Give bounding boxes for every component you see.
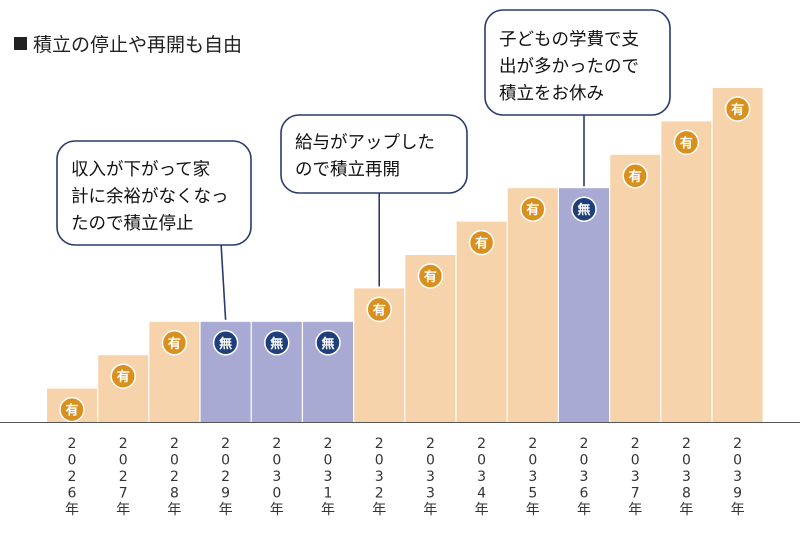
bar-12 [661, 121, 712, 423]
status-label-11: 有 [629, 169, 642, 185]
status-label-12: 有 [680, 135, 693, 151]
status-label-13: 有 [731, 102, 744, 118]
bar-9 [507, 188, 558, 422]
status-badge-8 [468, 229, 495, 256]
callout-bubble-2 [484, 9, 671, 116]
chart-title: 積立の停止や再開も自由 [14, 30, 242, 57]
callout-text-2: 子どもの学費で支出が多かったので積立をお休み [499, 30, 639, 104]
title-square-icon [14, 37, 27, 50]
callout-text-0: 収入が下がって家計に余裕がなくなったので積立停止 [71, 160, 229, 234]
status-label-4: 無 [270, 336, 283, 352]
status-label-8: 有 [475, 236, 488, 252]
callout-bubble-0 [56, 140, 252, 246]
status-badge-0 [59, 396, 85, 423]
status-label-6: 有 [373, 302, 386, 318]
bar-13 [712, 88, 763, 422]
status-badge-1 [110, 363, 136, 389]
status-label-0: 有 [65, 403, 78, 419]
callout-pointer-0 [220, 242, 227, 320]
status-badge-11 [622, 163, 648, 189]
status-label-1: 有 [117, 369, 130, 385]
status-badge-2 [161, 330, 188, 356]
chart-title-text: 積立の停止や再開も自由 [33, 34, 243, 56]
bar-11 [610, 154, 661, 423]
status-badge-3 [212, 330, 239, 356]
status-label-5: 無 [321, 336, 334, 352]
status-label-10: 無 [577, 202, 590, 218]
status-label-2: 有 [168, 336, 181, 352]
status-badge-4 [264, 330, 290, 356]
status-badge-12 [673, 129, 700, 156]
bar-10 [559, 188, 609, 422]
status-badge-10 [571, 196, 597, 222]
status-label-7: 有 [424, 269, 437, 285]
status-badge-9 [520, 196, 546, 222]
status-badge-7 [417, 263, 444, 289]
status-badge-5 [315, 330, 341, 356]
status-badge-6 [366, 296, 392, 323]
status-badge-13 [724, 96, 751, 122]
callout-bubble-1 [280, 114, 468, 194]
status-label-9: 有 [526, 202, 539, 218]
callout-text-1: 給与がアップしたので積立再開 [295, 133, 435, 180]
status-label-3: 無 [219, 336, 232, 352]
